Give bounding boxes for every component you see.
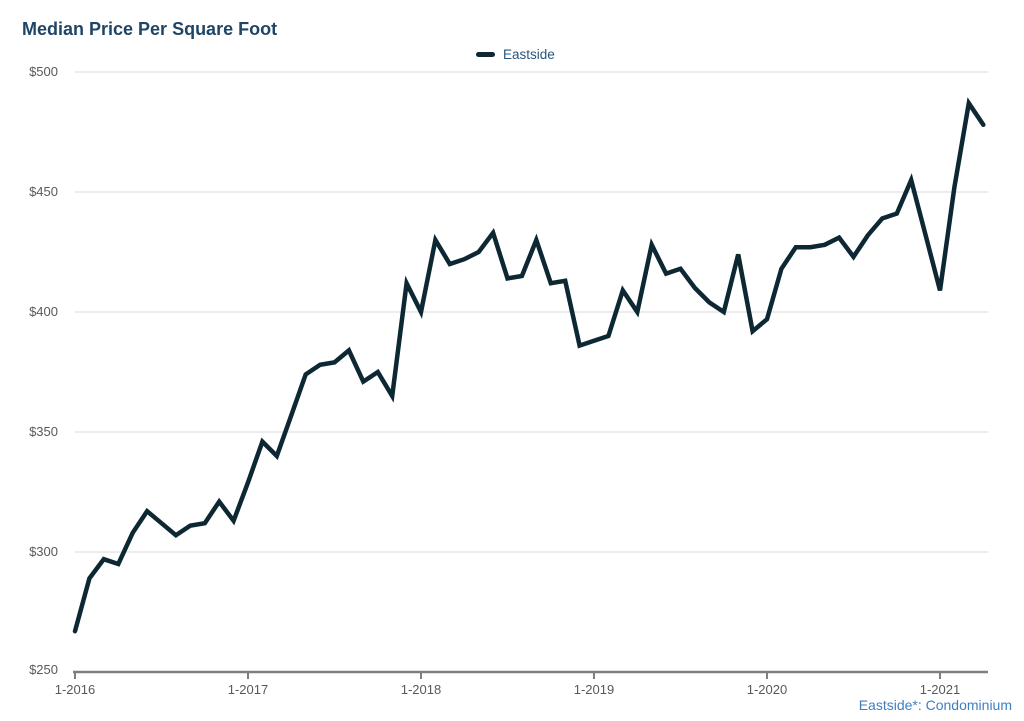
eastside-series-line <box>72 97 986 634</box>
y-axis-label: $500 <box>29 64 58 79</box>
y-axis-label: $450 <box>29 184 58 199</box>
x-axis-label: 1-2017 <box>227 682 269 697</box>
footnote: Eastside*: Condominium <box>858 697 1012 713</box>
y-axis-label: $250 <box>29 662 58 677</box>
x-axis-label: 1-2018 <box>400 682 442 697</box>
chart-title: Median Price Per Square Foot <box>22 19 278 39</box>
y-axis-label: $400 <box>29 304 58 319</box>
y-axis-label: $350 <box>29 424 58 439</box>
y-axis-label: $300 <box>29 544 58 559</box>
x-axis-label: 1-2020 <box>746 682 788 697</box>
x-axis-label: 1-2019 <box>573 682 615 697</box>
legend[interactable]: Eastside <box>476 44 555 64</box>
legend-line-swatch-icon <box>476 51 495 57</box>
x-axis-label: 1-2021 <box>919 682 961 697</box>
x-axis-label: 1-2016 <box>54 682 96 697</box>
legend-label: Eastside <box>503 46 555 62</box>
